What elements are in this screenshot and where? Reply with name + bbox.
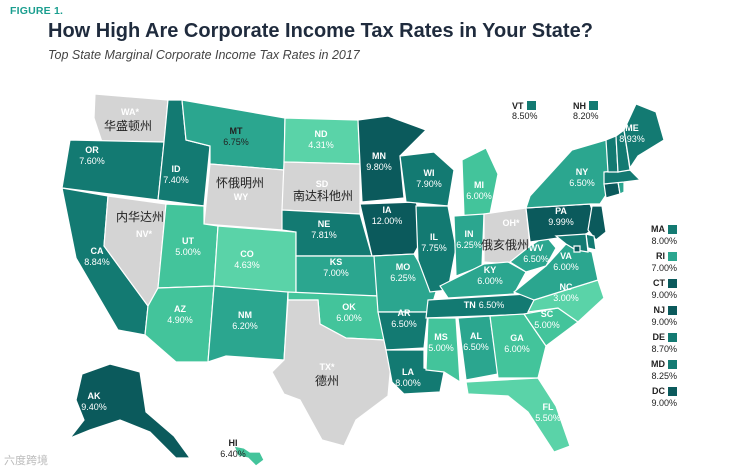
label-NM: NM 6.20%	[232, 310, 258, 331]
state-AK	[68, 363, 192, 459]
swatch-VT	[526, 101, 536, 110]
label-AR: AR 6.50%	[391, 308, 417, 329]
label-ND: ND 4.31%	[308, 129, 334, 150]
label-VA: VA 6.00%	[553, 251, 579, 272]
state-MI	[461, 147, 499, 217]
legend-MA: MA 8.00%	[651, 224, 677, 246]
label-OK: OK 6.00%	[336, 302, 362, 323]
overlay-sd: 南达科他州	[293, 188, 353, 203]
state-LA	[385, 349, 445, 395]
label-IL: IL 7.75%	[421, 232, 447, 253]
label-CO: CO 4.63%	[234, 249, 260, 270]
small-state-legend: MA 8.00% RI 7.00% CT 9.00% NJ 9.00% DE 8.70% …	[637, 224, 677, 413]
label-FL: FL 5.50%	[535, 402, 561, 423]
label-NV: NV*	[136, 229, 153, 239]
label-AK: AK 9.40%	[81, 391, 107, 412]
state-HI	[233, 445, 265, 467]
watermark: 六度跨境	[4, 455, 48, 467]
label-ME: ME 8.93%	[619, 123, 645, 144]
state-GA	[489, 313, 547, 379]
label-GA: GA 6.00%	[504, 333, 530, 354]
overlay-wa: 华盛顿州	[104, 118, 152, 133]
legend-DE: DE 8.70%	[651, 332, 677, 354]
swatch-NH	[589, 101, 598, 110]
label-PA: PA 9.99%	[548, 206, 574, 227]
label-SC: SC 5.00%	[534, 309, 560, 330]
state-MS	[425, 317, 461, 384]
label-OR: OR 7.60%	[79, 145, 105, 166]
state-NJ	[587, 205, 607, 241]
overlay-tx: 德州	[315, 373, 339, 388]
label-ID: ID 7.40%	[163, 164, 189, 185]
state-NM	[207, 285, 289, 363]
label-MS: MS 5.00%	[428, 332, 454, 353]
callout-NH: NH 8.20%	[573, 101, 599, 121]
label-MN: MN 9.80%	[366, 151, 392, 172]
legend-DC: DC 9.00%	[651, 386, 677, 408]
state-AR	[377, 311, 429, 351]
label-NC: NC 3.00%	[553, 282, 579, 303]
label-IN: IN 6.25%	[456, 229, 482, 250]
legend-MD: MD 8.25%	[651, 359, 677, 381]
state-WI	[399, 151, 455, 207]
legend-CT: CT 9.00%	[651, 278, 677, 300]
chart-title: How High Are Corporate Income Tax Rates …	[48, 20, 593, 42]
overlay-nv: 内华达州	[116, 210, 164, 224]
state-WA	[93, 93, 169, 143]
state-NH	[615, 128, 631, 173]
overlay-oh: 俄亥俄州	[481, 238, 529, 252]
label-WI: WI 7.90%	[416, 168, 442, 189]
state-WV	[508, 235, 557, 273]
label-MI: MI 6.00%	[466, 180, 492, 201]
callout-VT: VT 8.50%	[512, 101, 538, 121]
label-KY: KY 6.00%	[477, 265, 503, 286]
legend-RI: RI 7.00%	[651, 251, 677, 273]
label-MO: MO 6.25%	[390, 262, 416, 283]
state-DC	[573, 245, 581, 253]
label-TN: TN 6.50%	[464, 300, 505, 310]
label-OH: OH*	[502, 218, 520, 228]
label-SD: SD	[316, 179, 329, 189]
label-TX: TX*	[319, 362, 335, 372]
label-WY: WY	[234, 192, 249, 202]
state-ME	[623, 103, 665, 170]
label-AZ: AZ 4.90%	[167, 304, 193, 325]
label-KS: KS 7.00%	[323, 257, 349, 278]
state-FL	[465, 377, 571, 453]
label-WV: WV 6.50%	[523, 243, 549, 264]
label-MT: MT 6.75%	[223, 126, 249, 147]
label-IA: IA 12.00%	[372, 205, 403, 226]
label-LA: LA 8.00%	[395, 367, 421, 388]
label-HI: HI 6.40%	[220, 438, 246, 459]
chart-subtitle: Top State Marginal Corporate Income Tax …	[48, 48, 360, 62]
state-TX	[271, 299, 393, 447]
label-NY: NY 6.50%	[569, 167, 595, 188]
label-CA: CA 8.84%	[84, 246, 110, 267]
legend-NJ: NJ 9.00%	[651, 305, 677, 327]
label-UT: UT 5.00%	[175, 236, 201, 257]
label-WA: WA*	[121, 107, 139, 117]
state-NY	[525, 139, 613, 209]
label-AL: AL 6.50%	[463, 331, 489, 352]
overlay-wy: 怀俄明州	[216, 176, 264, 190]
state-MN	[357, 115, 428, 203]
figure-label: FIGURE 1.	[10, 5, 64, 17]
state-CT	[603, 181, 621, 199]
label-NE: NE 7.81%	[311, 219, 337, 240]
